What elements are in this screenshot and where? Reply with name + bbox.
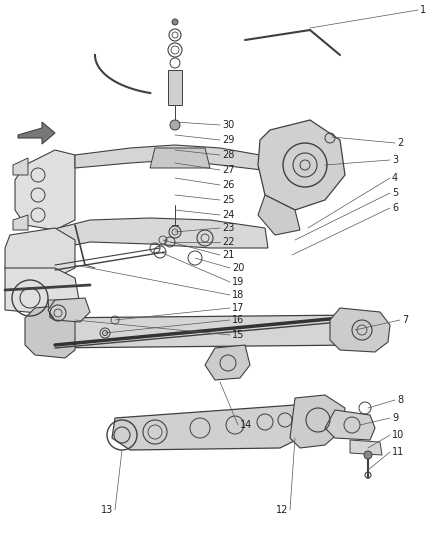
Polygon shape <box>18 122 55 144</box>
Text: 27: 27 <box>222 165 234 175</box>
Polygon shape <box>205 345 250 380</box>
Text: 5: 5 <box>392 188 398 198</box>
Polygon shape <box>25 305 75 358</box>
Text: 19: 19 <box>232 277 244 287</box>
Polygon shape <box>45 218 268 250</box>
Text: 10: 10 <box>392 430 404 440</box>
Text: 20: 20 <box>232 263 244 273</box>
Text: 30: 30 <box>222 120 234 130</box>
Text: 7: 7 <box>402 315 408 325</box>
Circle shape <box>364 451 372 459</box>
Text: 15: 15 <box>232 330 244 340</box>
Polygon shape <box>5 228 75 280</box>
Polygon shape <box>112 405 308 450</box>
Text: 29: 29 <box>222 135 234 145</box>
Polygon shape <box>48 300 72 318</box>
Text: 26: 26 <box>222 180 234 190</box>
Polygon shape <box>75 145 262 170</box>
Polygon shape <box>35 315 365 348</box>
Text: 18: 18 <box>232 290 244 300</box>
Text: 4: 4 <box>392 173 398 183</box>
Text: 8: 8 <box>397 395 403 405</box>
Text: 2: 2 <box>397 138 403 148</box>
Text: 28: 28 <box>222 150 234 160</box>
Text: 16: 16 <box>232 315 244 325</box>
Text: 11: 11 <box>392 447 404 457</box>
Polygon shape <box>150 148 210 168</box>
Text: 6: 6 <box>392 203 398 213</box>
Polygon shape <box>13 158 28 175</box>
Polygon shape <box>325 410 375 440</box>
Text: 14: 14 <box>240 420 252 430</box>
Text: 24: 24 <box>222 210 234 220</box>
Polygon shape <box>258 195 300 235</box>
Circle shape <box>170 120 180 130</box>
Text: 17: 17 <box>232 303 244 313</box>
Polygon shape <box>350 440 382 455</box>
Text: 9: 9 <box>392 413 398 423</box>
Text: 13: 13 <box>101 505 113 515</box>
Text: 12: 12 <box>276 505 288 515</box>
Text: 22: 22 <box>222 237 234 247</box>
Polygon shape <box>48 298 90 322</box>
Text: 23: 23 <box>222 223 234 233</box>
Text: 1: 1 <box>420 5 426 15</box>
Polygon shape <box>13 215 28 230</box>
Polygon shape <box>290 395 345 448</box>
Polygon shape <box>5 268 80 315</box>
Polygon shape <box>168 70 182 105</box>
Polygon shape <box>330 308 390 352</box>
Text: 3: 3 <box>392 155 398 165</box>
Text: 25: 25 <box>222 195 234 205</box>
Circle shape <box>172 19 178 25</box>
Polygon shape <box>258 120 345 210</box>
Text: 21: 21 <box>222 250 234 260</box>
Polygon shape <box>15 150 75 230</box>
